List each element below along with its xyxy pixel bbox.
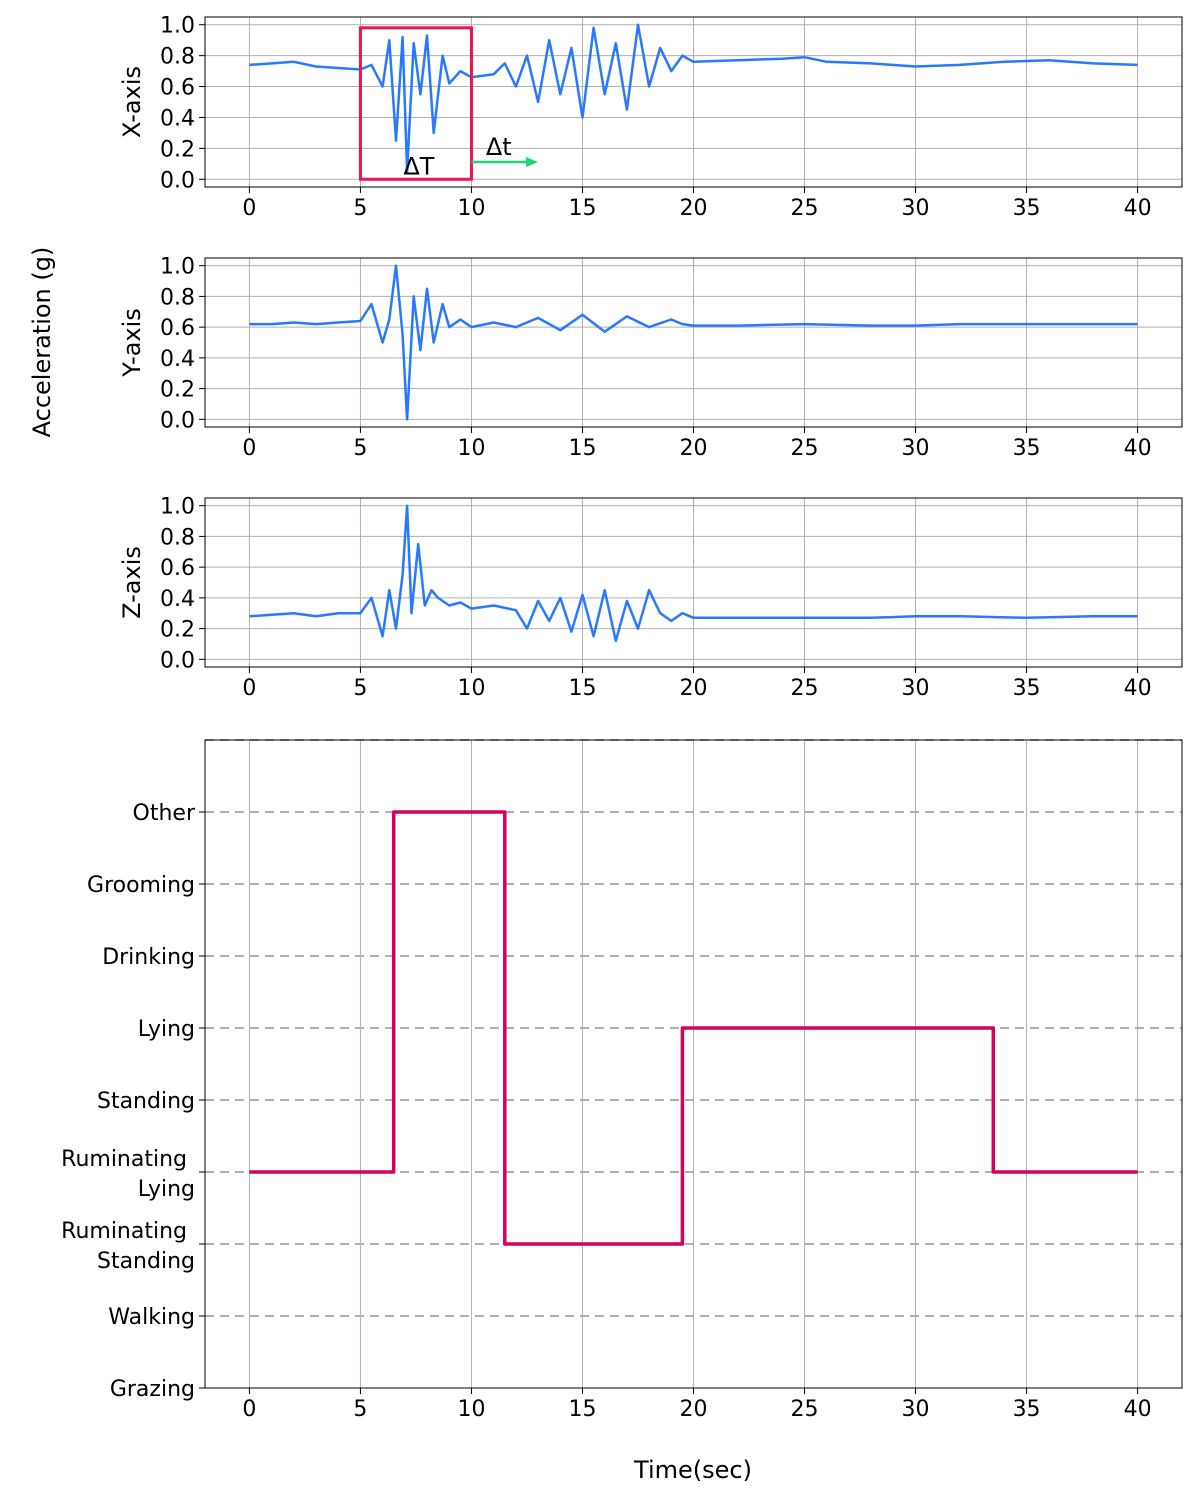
x-tick-label: 10 (457, 436, 485, 461)
panel-ylabel: Y-axis (118, 308, 146, 378)
window-box (358, 26, 473, 181)
panel-ylabel: Z-axis (118, 546, 146, 619)
series-line-z-axis (249, 504, 1138, 643)
x-tick-label: 5 (353, 676, 367, 701)
category-label: Ruminating (61, 1219, 187, 1244)
x-tick-label: 25 (791, 676, 819, 701)
plot-frame (204, 497, 1183, 668)
y-tick-label: 1.0 (160, 14, 195, 39)
plot-frame (204, 16, 1183, 188)
y-tick-label: 0.2 (160, 137, 195, 162)
x-tick-label: 0 (242, 196, 256, 221)
y-tick-label: 0.6 (160, 316, 195, 341)
x-tick-label: 5 (353, 436, 367, 461)
category-label: Lying (138, 1017, 195, 1042)
x-tick-label: 40 (1124, 436, 1152, 461)
x-tick-label: 35 (1013, 196, 1041, 221)
category-label: Lying (138, 1177, 195, 1202)
series-line-y-axis (249, 264, 1138, 421)
y-tick-label: 0.8 (160, 285, 195, 310)
x-tick-label: 30 (902, 196, 930, 221)
x-tick-label: 5 (353, 196, 367, 221)
step-arrowhead (526, 157, 539, 167)
x-tick-label: 0 (242, 676, 256, 701)
x-tick-label: 10 (457, 676, 485, 701)
panel-y-axis: 0 5 10 15 20 25 30 35 40 0.0 0.2 0.4 0.6 0.8 1.0 Y-axis (118, 255, 1183, 461)
x-tick-label: 25 (791, 1397, 819, 1422)
x-tick-label: 20 (680, 196, 708, 221)
y-tick-label: 0.0 (160, 408, 195, 433)
x-tick-label: 15 (568, 1397, 596, 1422)
x-tick-label: 30 (902, 436, 930, 461)
x-tick-label: 35 (1013, 436, 1041, 461)
x-tick-label: 0 (242, 1397, 256, 1422)
category-label: Grazing (110, 1377, 195, 1402)
category-label: Grooming (87, 873, 195, 898)
category-label: Standing (97, 1249, 195, 1274)
y-tick-label: 0.2 (160, 378, 195, 403)
x-tick-label: 0 (242, 436, 256, 461)
x-tick-label: 15 (568, 436, 596, 461)
category-label: Other (133, 801, 196, 826)
y-tick-label: 0.6 (160, 556, 195, 581)
y-tick-label: 1.0 (160, 495, 195, 520)
x-tick-label: 5 (353, 1397, 367, 1422)
series-line-activity (249, 810, 1138, 1246)
x-tick-label: 10 (457, 196, 485, 221)
x-tick-label: 30 (902, 1397, 930, 1422)
x-tick-label: 30 (902, 676, 930, 701)
y-tick-label: 0.8 (160, 45, 195, 70)
category-label: Walking (108, 1305, 195, 1330)
window-label: ΔT (403, 152, 434, 180)
x-tick-label: 20 (680, 676, 708, 701)
category-label: Ruminating (61, 1147, 187, 1172)
shared-ylabel: Acceleration (g) (28, 247, 56, 438)
x-tick-label: 25 (791, 436, 819, 461)
x-tick-label: 15 (568, 676, 596, 701)
x-tick-label: 35 (1013, 1397, 1041, 1422)
y-tick-label: 0.8 (160, 525, 195, 550)
panel-ylabel: X-axis (118, 66, 146, 138)
x-tick-label: 40 (1124, 1397, 1152, 1422)
panels: 0 5 10 15 20 25 30 35 40 0.0 0.2 0.4 0.6 0.8 1.0 X-axis… (61, 14, 1183, 1422)
x-tick-label: 20 (680, 1397, 708, 1422)
x-tick-label: 40 (1124, 676, 1152, 701)
x-tick-label: 10 (457, 1397, 485, 1422)
panel-activity: 0 5 10 15 20 25 30 35 40 Grazing Walking Ruminating… (61, 739, 1183, 1422)
y-tick-label: 0.6 (160, 76, 195, 101)
category-label: Standing (97, 1089, 195, 1114)
y-tick-label: 0.4 (160, 106, 195, 131)
panel-z-axis: 0 5 10 15 20 25 30 35 40 0.0 0.2 0.4 0.6 0.8 1.0 Z-axis (118, 495, 1183, 701)
x-tick-label: 25 (791, 196, 819, 221)
y-tick-label: 0.2 (160, 618, 195, 643)
x-tick-label: 35 (1013, 676, 1041, 701)
panel-x-axis: 0 5 10 15 20 25 30 35 40 0.0 0.2 0.4 0.6 0.8 1.0 X-axis… (118, 14, 1183, 221)
y-tick-label: 0.0 (160, 168, 195, 193)
x-tick-label: 15 (568, 196, 596, 221)
plot-frame (204, 257, 1183, 428)
y-tick-label: 0.4 (160, 587, 195, 612)
x-tick-label: 40 (1124, 196, 1152, 221)
y-tick-label: 1.0 (160, 255, 195, 280)
plot-frame (204, 739, 1183, 1389)
category-label: Drinking (102, 945, 195, 970)
x-tick-label: 20 (680, 436, 708, 461)
step-label: Δt (486, 133, 512, 161)
series-line-x-axis (249, 23, 1138, 173)
y-tick-label: 0.4 (160, 347, 195, 372)
y-tick-label: 0.0 (160, 648, 195, 673)
x-axis-label: Time(sec) (633, 1456, 752, 1484)
